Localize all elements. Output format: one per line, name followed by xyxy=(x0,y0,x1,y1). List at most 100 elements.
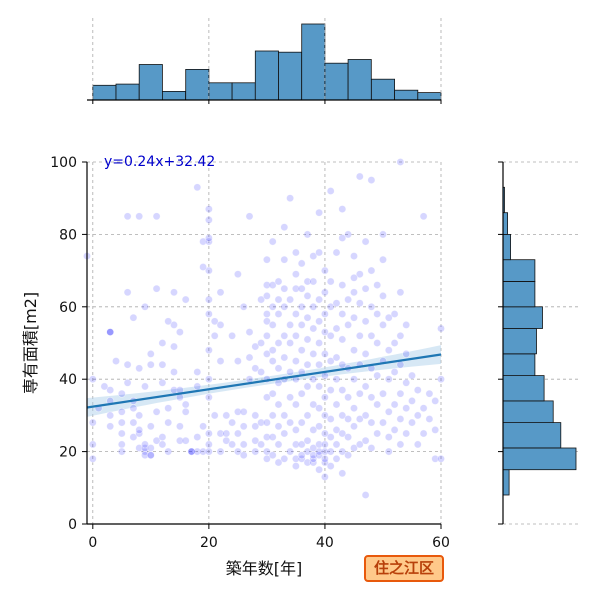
top-hist-bar xyxy=(92,84,117,101)
scatter-point xyxy=(332,299,341,308)
scatter-point xyxy=(262,310,271,318)
scatter-point xyxy=(402,320,411,329)
y-tick-label: 40 xyxy=(59,372,77,388)
scatter-point xyxy=(367,393,376,402)
scatter-point xyxy=(262,433,271,441)
scatter-point xyxy=(88,418,97,427)
scatter-point xyxy=(117,447,126,456)
scatter-point xyxy=(437,375,445,384)
scatter-point xyxy=(291,248,300,257)
x-tick-label: 40 xyxy=(316,535,334,551)
top-hist-bar xyxy=(301,23,326,101)
scatter-point xyxy=(274,440,283,449)
scatter-point xyxy=(233,447,242,456)
scatter-point xyxy=(251,364,260,373)
scatter-point xyxy=(181,407,190,416)
scatter-point xyxy=(332,324,341,333)
scatter-point xyxy=(338,281,347,289)
scatter-point xyxy=(303,382,312,391)
scatter-point xyxy=(303,458,312,467)
top-histogram xyxy=(87,18,442,104)
scatter-point xyxy=(338,447,347,456)
scatter-point xyxy=(210,411,219,420)
scatter-point xyxy=(199,237,207,246)
scatter-point xyxy=(413,411,422,420)
scatter-point xyxy=(303,447,312,456)
scatter-point xyxy=(384,375,393,384)
scatter-point xyxy=(350,288,358,297)
scatter-point xyxy=(320,440,329,449)
scatter-point xyxy=(332,440,341,449)
y-tick-label: 20 xyxy=(59,445,77,461)
scatter-point xyxy=(286,447,294,456)
scatter-point xyxy=(338,205,347,213)
scatter-point xyxy=(361,317,370,326)
scatter-point xyxy=(326,386,335,394)
scatter-point xyxy=(355,440,364,449)
scatter-point xyxy=(117,440,126,449)
scatter-point xyxy=(257,440,265,449)
scatter-point xyxy=(402,349,411,358)
scatter-point xyxy=(193,433,202,441)
right-histogram xyxy=(498,161,580,525)
scatter-point xyxy=(408,371,416,380)
scatter-point xyxy=(291,310,300,318)
scatter-point xyxy=(390,310,399,318)
scatter-point xyxy=(326,331,335,340)
scatter-point xyxy=(344,451,352,460)
scatter-point xyxy=(239,422,248,431)
scatter-point xyxy=(297,440,306,449)
x-axis-label: 築年数[年] xyxy=(226,559,303,578)
scatter-point xyxy=(274,295,283,304)
scatter-point xyxy=(320,266,329,275)
scatter-point xyxy=(344,393,352,402)
scatter-point xyxy=(117,429,126,438)
scatter-point xyxy=(280,429,289,438)
scatter-point xyxy=(88,375,97,384)
scatter-point xyxy=(315,382,323,391)
scatter-point xyxy=(431,425,440,434)
scatter-point xyxy=(384,407,393,416)
scatter-point xyxy=(262,447,271,456)
scatter-point xyxy=(315,295,323,304)
scatter-point xyxy=(141,440,149,449)
scatter-point xyxy=(326,187,335,195)
scatter-point xyxy=(152,407,161,416)
scatter-point xyxy=(379,389,387,398)
y-tick-label: 100 xyxy=(50,155,77,171)
scatter-point xyxy=(437,324,445,333)
scatter-point xyxy=(384,313,393,322)
regression-equation: y=0.24x+32.42 xyxy=(104,154,215,170)
scatter-point xyxy=(286,295,294,304)
scatter-point xyxy=(88,454,97,463)
scatter-point xyxy=(355,270,364,279)
scatter-point xyxy=(251,411,260,420)
scatter-point xyxy=(315,248,323,257)
scatter-point xyxy=(210,331,219,340)
scatter-point xyxy=(338,429,347,438)
scatter-point xyxy=(326,447,335,456)
scatter-point xyxy=(350,404,358,413)
scatter-point xyxy=(216,357,225,365)
scatter-point xyxy=(204,346,213,355)
scatter-point xyxy=(291,357,300,365)
scatter-point xyxy=(350,422,358,431)
scatter-point xyxy=(146,360,155,369)
top-hist-bar xyxy=(231,82,256,101)
scatter-point xyxy=(181,295,190,304)
scatter-point xyxy=(112,357,120,365)
scatter-point xyxy=(222,429,231,438)
scatter-point xyxy=(141,382,149,391)
scatter-point xyxy=(338,335,347,344)
top-hist-bar xyxy=(394,89,419,101)
scatter-point xyxy=(291,400,300,409)
scatter-point xyxy=(326,462,335,470)
scatter-point xyxy=(135,444,144,452)
scatter-point xyxy=(367,418,376,427)
top-hist-bar xyxy=(185,69,210,101)
scatter-point xyxy=(228,418,236,427)
scatter-point xyxy=(268,281,277,289)
scatter-point xyxy=(228,331,236,340)
top-hist-bar xyxy=(161,91,186,101)
scatter-point xyxy=(332,248,341,257)
